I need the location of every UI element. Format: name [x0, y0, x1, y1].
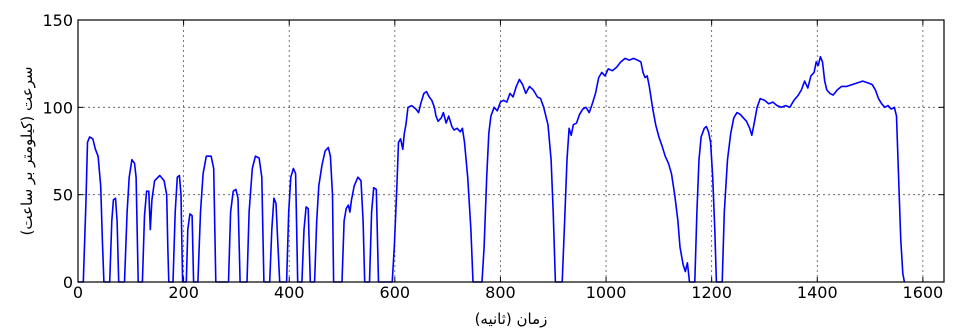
- x-tick-label: 1600: [903, 283, 944, 302]
- x-tick-label: 1200: [691, 283, 732, 302]
- x-tick-label: 1000: [586, 283, 627, 302]
- x-tick-label: 1400: [797, 283, 838, 302]
- y-axis-label: سرعت (کیلومتر بر ساعت): [18, 66, 36, 235]
- y-tick-label: 0: [63, 273, 73, 292]
- plot-frame: [77, 19, 945, 283]
- y-tick-label: 100: [42, 98, 73, 117]
- y-tick-labels: 0 50 100 150: [42, 11, 73, 292]
- x-tick-label: 600: [380, 283, 411, 302]
- x-axis-label: زمان (ثانیه): [475, 310, 548, 328]
- x-tick-label: 400: [274, 283, 305, 302]
- y-tick-label: 150: [42, 11, 73, 30]
- x-tick-label: 800: [485, 283, 516, 302]
- tick-marks: [77, 19, 944, 283]
- plot-background: [78, 20, 944, 282]
- y-tick-label: 50: [53, 186, 73, 205]
- x-tick-label: 0: [73, 283, 83, 302]
- x-tick-label: 200: [168, 283, 199, 302]
- x-tick-labels: 0 200 400 600 800 1000 1200 1400 1600: [73, 283, 943, 302]
